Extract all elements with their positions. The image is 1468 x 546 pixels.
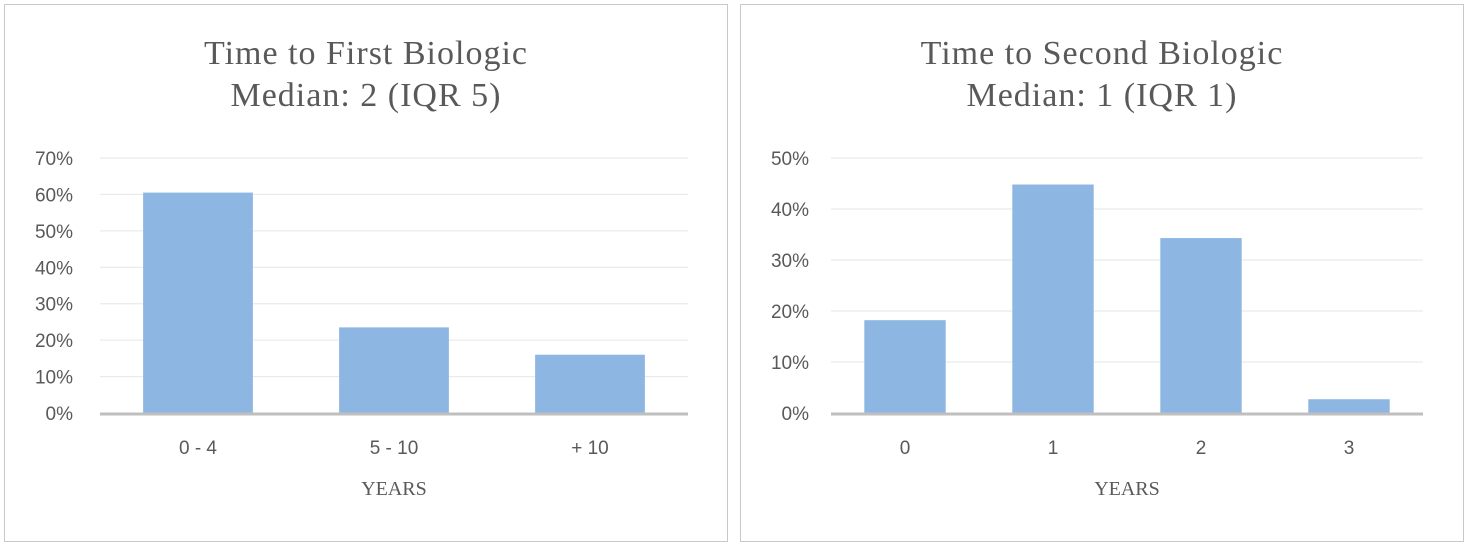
y-tick-label: 0% <box>46 404 74 425</box>
y-tick-label: 60% <box>35 185 73 206</box>
bar <box>535 354 645 413</box>
chart-panel-first-biologic: Time to First Biologic Median: 2 (IQR 5)… <box>4 4 728 542</box>
bar-chart-second-biologic: 0% 10% 20% 30% 40% 50% 0 1 2 3 YEARS <box>771 149 1423 500</box>
x-tick-label: 2 <box>1196 438 1207 459</box>
chart-title-line: Time to First Biologic <box>204 35 528 72</box>
x-tick-label: 3 <box>1344 438 1355 459</box>
y-tick-label: 30% <box>771 251 809 272</box>
chart-title: Time to Second Biologic Median: 1 (IQR 1… <box>741 33 1463 117</box>
bar <box>1160 238 1242 413</box>
y-tick-label: 20% <box>35 331 73 352</box>
chart-title-line: Time to Second Biologic <box>920 35 1284 72</box>
y-tick-label: 0% <box>782 404 810 425</box>
bar <box>143 192 253 413</box>
bar <box>339 327 449 413</box>
x-tick-label: 1 <box>1048 438 1059 459</box>
y-tick-label: 40% <box>35 258 73 279</box>
x-tick-label: + 10 <box>571 438 609 459</box>
bar <box>1012 184 1094 413</box>
y-tick-label: 10% <box>35 368 73 389</box>
y-tick-label: 70% <box>35 149 73 170</box>
x-axis-label: YEARS <box>1094 478 1160 500</box>
x-tick-label: 0 - 4 <box>179 438 217 459</box>
y-tick-label: 20% <box>771 302 809 323</box>
x-axis-label: YEARS <box>361 478 427 500</box>
x-tick-label: 0 <box>900 438 911 459</box>
chart-subtitle-line: Median: 1 (IQR 1) <box>966 77 1238 114</box>
chart-subtitle-line: Median: 2 (IQR 5) <box>230 77 502 114</box>
bar <box>864 320 946 413</box>
y-tick-label: 30% <box>35 295 73 316</box>
bar-chart-first-biologic: 0% 10% 20% 30% 40% 50% 60% 70% 0 - 4 5 - 10 + 10 YE… <box>35 149 688 500</box>
y-tick-label: 50% <box>771 149 809 170</box>
y-tick-label: 50% <box>35 222 73 243</box>
chart-panel-second-biologic: Time to Second Biologic Median: 1 (IQR 1… <box>740 4 1464 542</box>
chart-title: Time to First Biologic Median: 2 (IQR 5) <box>5 33 727 117</box>
y-tick-label: 10% <box>771 353 809 374</box>
y-tick-label: 40% <box>771 200 809 221</box>
bar <box>1308 399 1390 413</box>
x-tick-label: 5 - 10 <box>370 438 419 459</box>
